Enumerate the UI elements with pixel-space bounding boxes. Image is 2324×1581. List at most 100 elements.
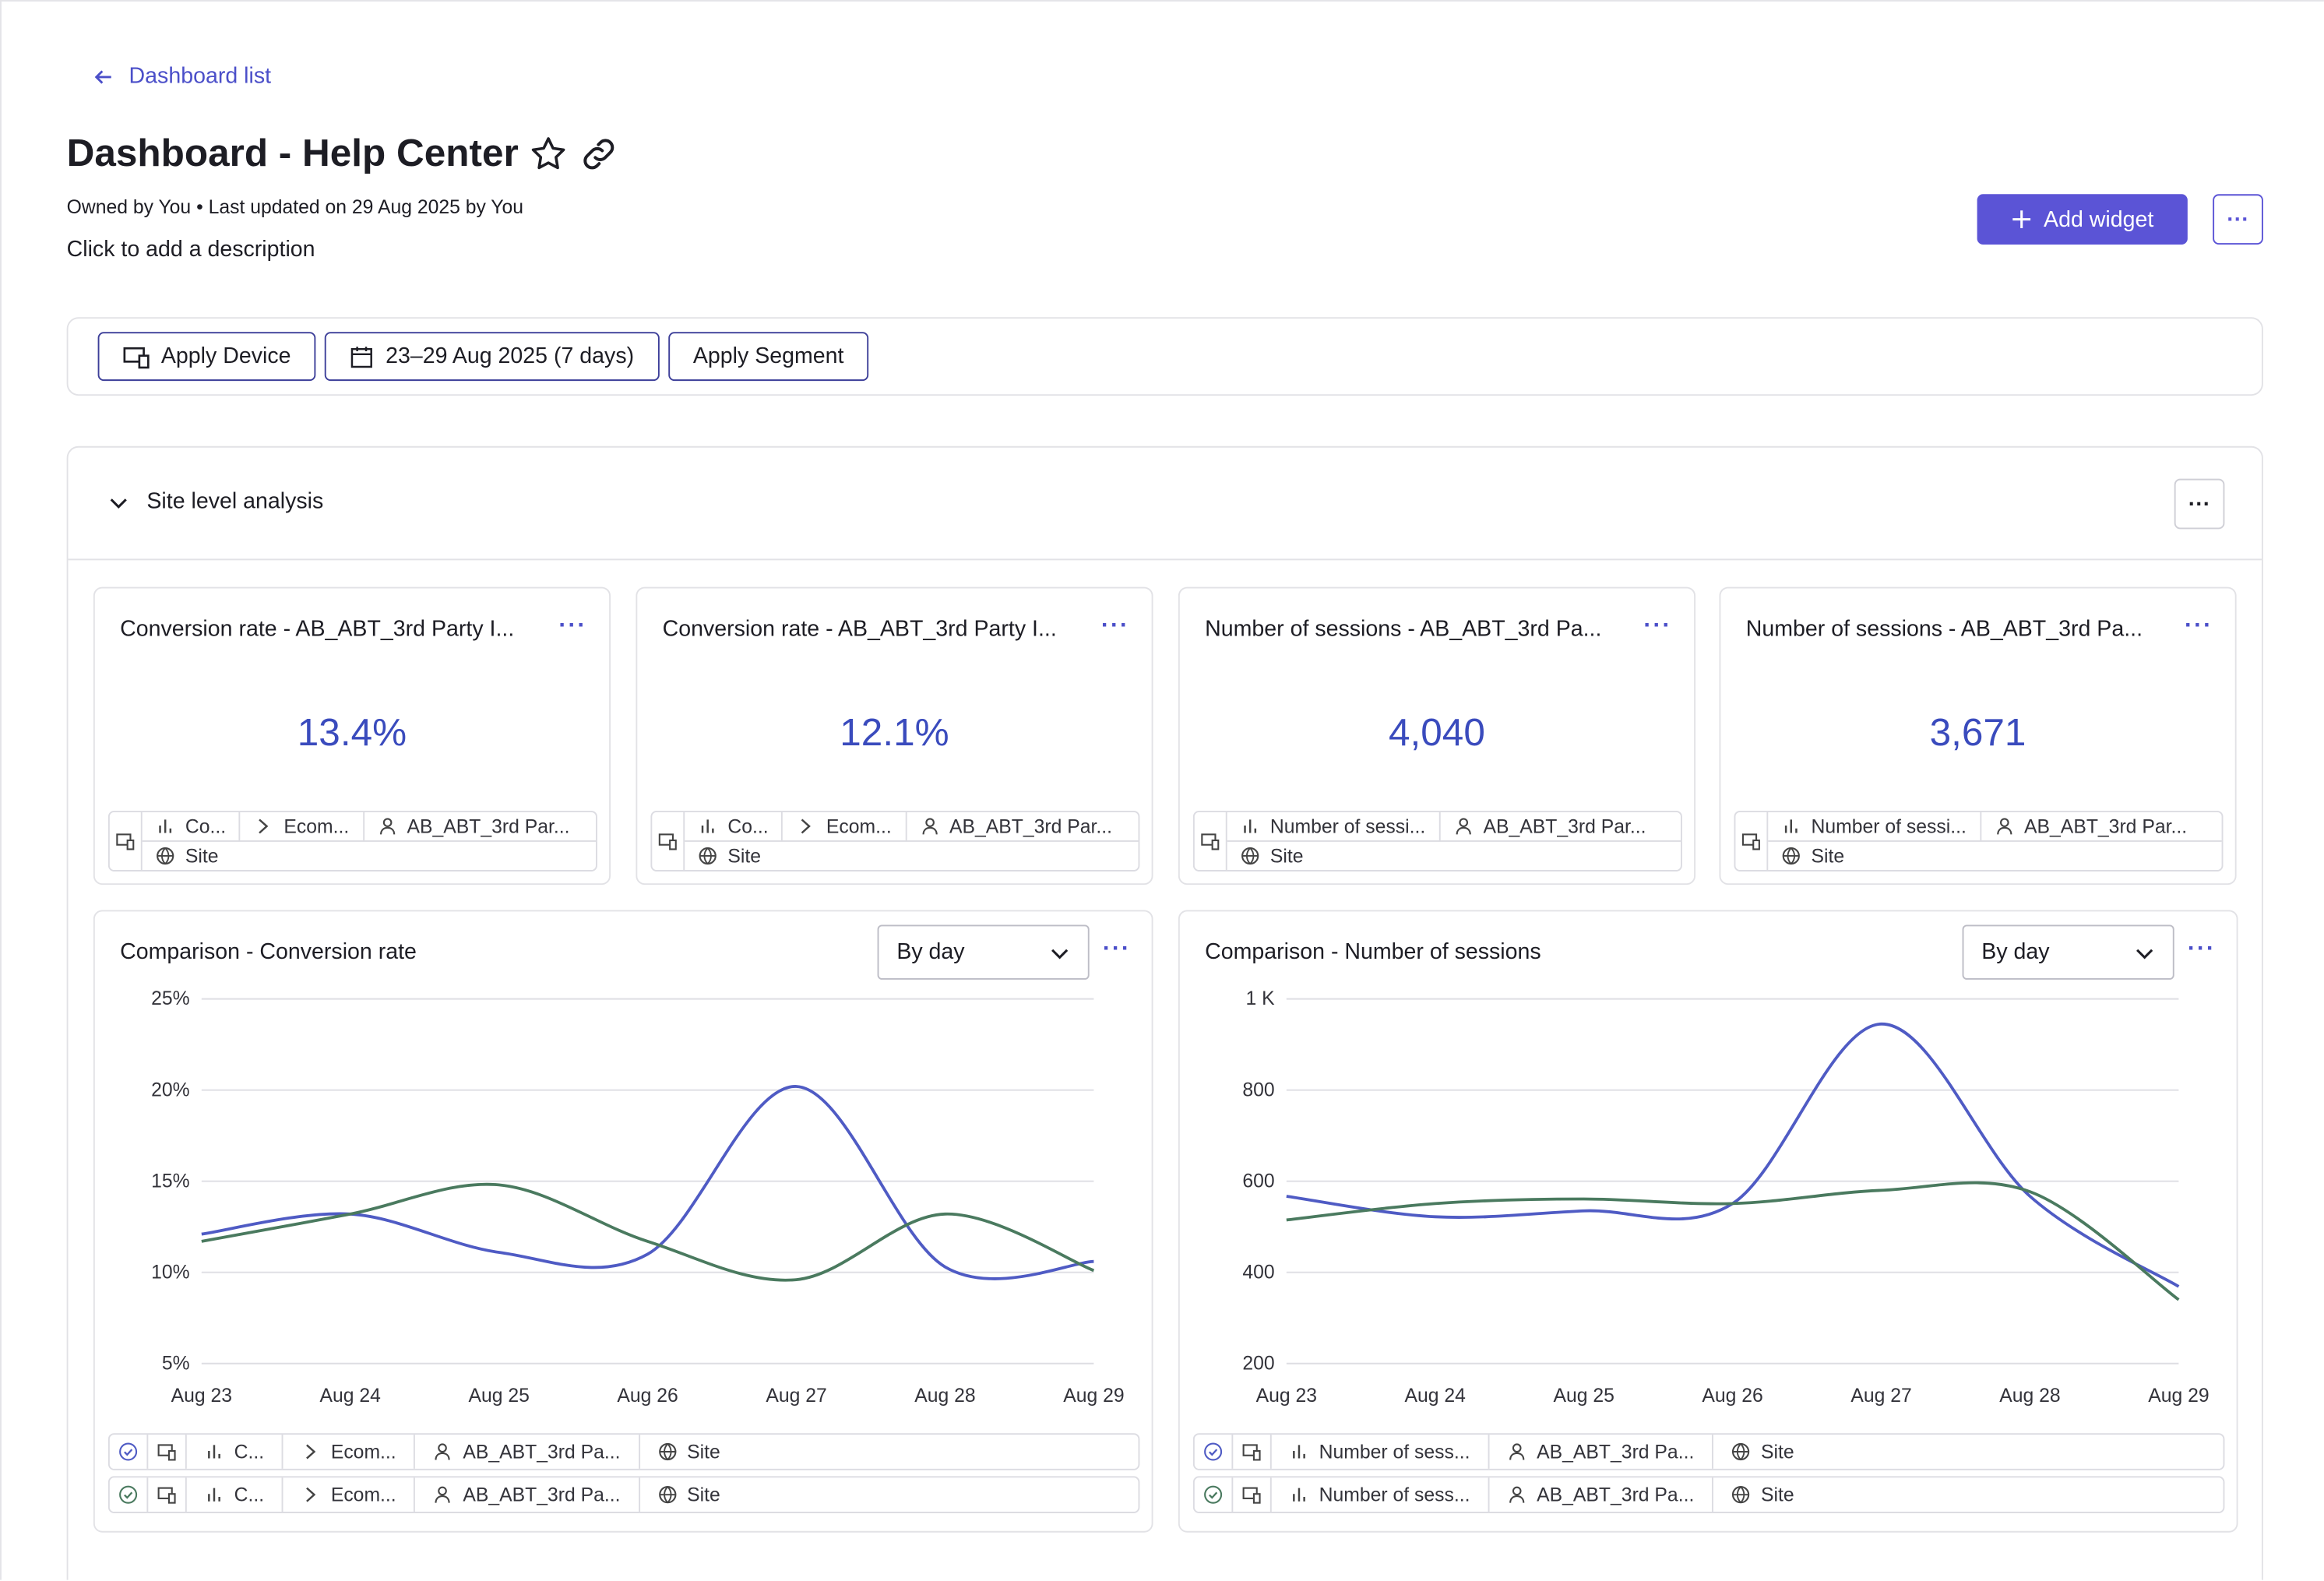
tag-cell: Site: [143, 842, 232, 870]
kpi-value: 4,040: [1389, 710, 1485, 755]
y-tick-label: 800: [1242, 1079, 1274, 1100]
user-icon: [1456, 818, 1471, 835]
tag-cell: Ecom...: [239, 812, 362, 841]
legend-cell: C...: [185, 1435, 282, 1469]
tag-row: Site: [1227, 842, 1681, 870]
chart-more[interactable]: ···: [2187, 936, 2216, 963]
legend-cell: AB_ABT_3rd Pa...: [1488, 1477, 1712, 1512]
tag-rows: Number of sessi... AB_ABT_3rd Par... Site: [1766, 812, 2222, 871]
tag-cell: Site: [1227, 842, 1317, 870]
add-widget-button[interactable]: Add widget: [1977, 194, 2188, 245]
chev-icon: [801, 819, 812, 834]
chart-title: Comparison - Conversion rate: [120, 939, 417, 965]
kpi-more[interactable]: ···: [558, 613, 587, 639]
device-icon: [658, 833, 677, 850]
globe-icon: [699, 847, 717, 865]
meta: Owned by You • Last updated on 29 Aug 20…: [66, 195, 524, 218]
tag-cell: AB_ABT_3rd Par...: [1979, 812, 2200, 841]
tag-row: Site: [1768, 842, 2221, 870]
tag-row: Site: [685, 842, 1138, 870]
legend-device: [1231, 1435, 1269, 1469]
x-tick-label: Aug 23: [171, 1386, 232, 1407]
section-divider: [68, 558, 2262, 561]
x-tick-label: Aug 27: [766, 1386, 826, 1407]
link-icon[interactable]: [578, 132, 619, 174]
tag-cell: Site: [1768, 842, 1857, 870]
tag-rows: Co... Ecom... AB_ABT_3rd Par... Site: [140, 812, 597, 871]
section-more[interactable]: ···: [2174, 478, 2225, 530]
filter-device[interactable]: Apply Device: [97, 332, 316, 382]
kpi-more[interactable]: ···: [2185, 613, 2213, 639]
x-tick-label: Aug 25: [1553, 1386, 1614, 1407]
kpi-card: Conversion rate - AB_ABT_3rd Party I... ·…: [93, 586, 611, 886]
interval-dropdown[interactable]: By day: [1962, 924, 2174, 980]
x-tick-label: Aug 26: [617, 1386, 678, 1407]
tag-cell: Number of sessi...: [1768, 812, 1980, 840]
filter-text: Apply Segment: [692, 343, 844, 369]
calendar-icon: [351, 346, 373, 368]
tag-row: Co... Ecom... AB_ABT_3rd Par...: [685, 812, 1139, 842]
tag-text: Co...: [185, 815, 227, 838]
tag-row: Site: [143, 842, 596, 870]
bar-icon: [1293, 1488, 1305, 1502]
tag-text: Site: [1811, 844, 1845, 868]
legend-cell: AB_ABT_3rd Pa...: [414, 1435, 639, 1469]
check-icon: [119, 1442, 138, 1461]
legend-text: C...: [234, 1440, 265, 1463]
legend-cell: Site: [1712, 1435, 1812, 1469]
interval-dropdown[interactable]: By day: [877, 924, 1090, 980]
y-tick-label: 25%: [151, 988, 189, 1009]
tag-text: Ecom...: [283, 815, 350, 838]
tag-cell: AB_ABT_3rd Par...: [904, 812, 1125, 841]
legend-cell: AB_ABT_3rd Pa...: [414, 1477, 639, 1512]
kpi-title: Conversion rate - AB_ABT_3rd Party I...: [662, 616, 1057, 642]
tag-text: AB_ABT_3rd Par...: [949, 815, 1112, 838]
user-icon: [379, 818, 395, 835]
section-title: Site level analysis: [146, 488, 324, 515]
device-icon: [1242, 1444, 1261, 1461]
tag-cell: Site: [685, 842, 774, 870]
filter-text: 23–29 Aug 2025 (7 days): [386, 343, 635, 369]
user-icon: [921, 818, 937, 835]
legend-cell: C...: [185, 1477, 282, 1512]
tag-text: AB_ABT_3rd Par...: [407, 815, 570, 838]
kpi-title: Number of sessions - AB_ABT_3rd Pa...: [1205, 616, 1602, 642]
more-button[interactable]: ···: [2213, 194, 2263, 245]
tag-cell: Number of sessi...: [1227, 812, 1439, 840]
user-icon: [1996, 818, 2012, 835]
section-header[interactable]: Site level analysis: [108, 489, 323, 514]
x-tick-label: Aug 28: [1999, 1386, 2060, 1407]
filter-segment[interactable]: Apply Segment: [668, 332, 869, 382]
legend-cell: Number of sess...: [1269, 1477, 1488, 1512]
kpi-tags: Number of sessi... AB_ABT_3rd Par... Site: [1734, 810, 2224, 871]
back-link[interactable]: Dashboard list: [93, 64, 271, 89]
star-icon[interactable]: [527, 132, 569, 174]
kpi-tags: Co... Ecom... AB_ABT_3rd Par... Site: [107, 810, 597, 871]
chart-more[interactable]: ···: [1102, 936, 1131, 963]
legend-text: Number of sess...: [1319, 1440, 1470, 1463]
dropdown-chevron: [2136, 948, 2153, 959]
kpi-more[interactable]: ···: [1643, 613, 1672, 639]
tag-text: Site: [185, 844, 219, 868]
legend-check: [110, 1435, 147, 1469]
legend-text: Site: [687, 1483, 720, 1506]
device-icon: [122, 346, 150, 368]
tag-text: Site: [727, 844, 762, 868]
legend-row: C... Ecom... AB_ABT_3rd Pa... Site: [107, 1433, 1140, 1470]
chart-card: Comparison - Number of sessions By day ···…: [1178, 910, 2238, 1533]
tag-cell: AB_ABT_3rd Par...: [1438, 812, 1659, 841]
legend-text: C...: [234, 1483, 265, 1506]
filter-date[interactable]: 23–29 Aug 2025 (7 days): [324, 332, 660, 382]
series-line: [201, 1182, 1095, 1282]
description[interactable]: Click to add a description: [66, 237, 315, 262]
y-tick-label: 15%: [151, 1171, 189, 1192]
chev-icon: [306, 1487, 316, 1502]
back-arrow: [94, 69, 111, 83]
kpi-more[interactable]: ···: [1100, 613, 1130, 639]
add-widget-text: Add widget: [2044, 206, 2154, 232]
tag-text: Co...: [727, 815, 769, 838]
device-icon: [1741, 833, 1760, 850]
x-tick-label: Aug 29: [2148, 1386, 2209, 1407]
globe-icon: [1241, 847, 1259, 865]
